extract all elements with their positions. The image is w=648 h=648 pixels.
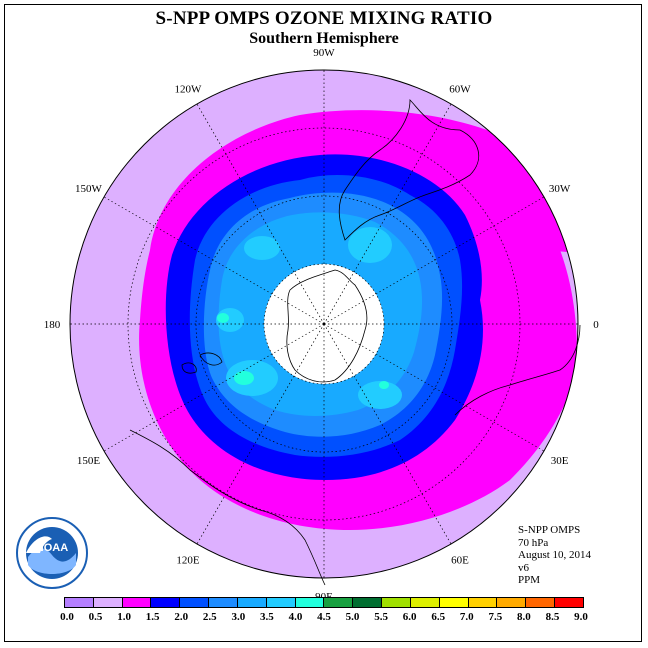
colorbar-tick-label: 3.5	[260, 611, 274, 623]
colorbar-swatch	[324, 598, 354, 607]
longitude-label: 150W	[75, 183, 103, 195]
colorbar-tick-label: 6.5	[431, 611, 446, 623]
colorbar-tick-label: 2.5	[202, 611, 217, 623]
south-pole-marker	[322, 322, 326, 326]
colorbar-swatch	[237, 598, 267, 607]
new-zealand-coast	[199, 352, 223, 366]
colorbar-swatch	[151, 598, 181, 607]
colorbar-tick-label: 5.0	[345, 611, 360, 623]
band-3p5-4p0-patch-2	[244, 236, 280, 260]
band-4p0-4p5-patch-2	[217, 313, 229, 323]
colorbar-swatch	[93, 598, 123, 607]
colorbar-tick-label: 4.5	[317, 611, 331, 623]
australia-coast	[129, 429, 326, 586]
figure-frame	[4, 4, 642, 642]
colorbar-swatch	[382, 598, 411, 607]
longitude-label: 60W	[449, 83, 471, 95]
globe-outline	[69, 69, 579, 579]
colorbar-swatch	[410, 598, 440, 607]
new-zealand-south-coast	[181, 362, 197, 374]
colorbar-swatch	[295, 598, 325, 607]
colorbar-swatch	[439, 598, 469, 607]
pressure-level-label: 70 hPa	[518, 536, 549, 549]
ozone-field	[70, 70, 578, 578]
longitude-label: 180	[44, 319, 61, 331]
colorbar-swatch	[122, 598, 152, 607]
longitude-label: 0	[593, 319, 599, 331]
colorbar-tick-label: 7.0	[459, 611, 474, 623]
colorbar-swatch	[497, 598, 527, 607]
coastlines	[129, 99, 581, 586]
antarctica-coast	[286, 269, 368, 383]
colorbar-tick-label: 8.0	[517, 611, 531, 623]
page-subtitle: Southern Hemisphere	[249, 30, 399, 47]
noaa-logo-icon: NOAA	[16, 517, 88, 589]
band-3p5-4p0-patch-4	[358, 381, 402, 409]
longitude-label: 30E	[551, 455, 569, 467]
colorbar-swatch	[180, 598, 210, 607]
longitude-label: 60E	[451, 555, 469, 567]
colorbar-tick-label: 8.5	[545, 611, 560, 623]
colorbar-tick-label: 9.0	[574, 611, 588, 623]
graticule	[70, 70, 578, 578]
colorbar-tick-label: 3.0	[231, 611, 246, 623]
colorbar-swatch	[266, 598, 296, 607]
date-label: August 10, 2014	[518, 549, 592, 562]
south-america-coast	[338, 99, 479, 241]
colorbar-ticks: 0.0 0.5 1.0 1.5 2.0 2.5 3.0 3.5 4.0 4.5 5.0 5.5 6.0 6…	[0, 611, 648, 625]
instrument-label: S-NPP OMPS	[518, 524, 581, 536]
colorbar-tick-label: 7.5	[488, 611, 503, 623]
africa-coast	[454, 324, 581, 416]
longitude-label: 30W	[549, 183, 571, 195]
svg-text:NOAA: NOAA	[36, 542, 68, 554]
longitude-label: 90W	[313, 47, 335, 59]
colorbar-tick-label: 1.0	[117, 611, 131, 623]
longitude-label: 120E	[176, 555, 200, 567]
colorbar	[64, 597, 584, 608]
colorbar-swatch	[353, 598, 383, 607]
colorbar-swatch	[209, 598, 238, 607]
colorbar-swatch	[526, 598, 556, 607]
colorbar-tick-label: 4.0	[288, 611, 303, 623]
colorbar-swatch	[555, 598, 583, 607]
info-panel: S-NPP OMPS 70 hPa August 10, 2014 v6 PPM	[518, 524, 591, 587]
band-4p0-4p5-patch-1	[234, 371, 254, 385]
version-label: v6	[518, 561, 529, 574]
colorbar-tick-label: 0.5	[88, 611, 103, 623]
colorbar-tick-label: 0.0	[60, 611, 74, 623]
longitude-label: 150E	[77, 455, 101, 467]
colorbar-tick-label: 2.0	[174, 611, 189, 623]
colorbar-tick-label: 1.5	[145, 611, 160, 623]
page-title: S-NPP OMPS OZONE MIXING RATIO	[155, 8, 493, 29]
colorbar-tick-label: 6.0	[402, 611, 417, 623]
colorbar-tick-label: 5.5	[374, 611, 388, 623]
colorbar-swatch	[65, 598, 94, 607]
band-3p5-4p0-patch-1	[348, 227, 392, 263]
longitude-label: 120W	[175, 83, 203, 95]
units-label: PPM	[518, 574, 541, 587]
band-4p0-4p5-patch-3	[379, 381, 389, 389]
colorbar-swatch	[468, 598, 498, 607]
